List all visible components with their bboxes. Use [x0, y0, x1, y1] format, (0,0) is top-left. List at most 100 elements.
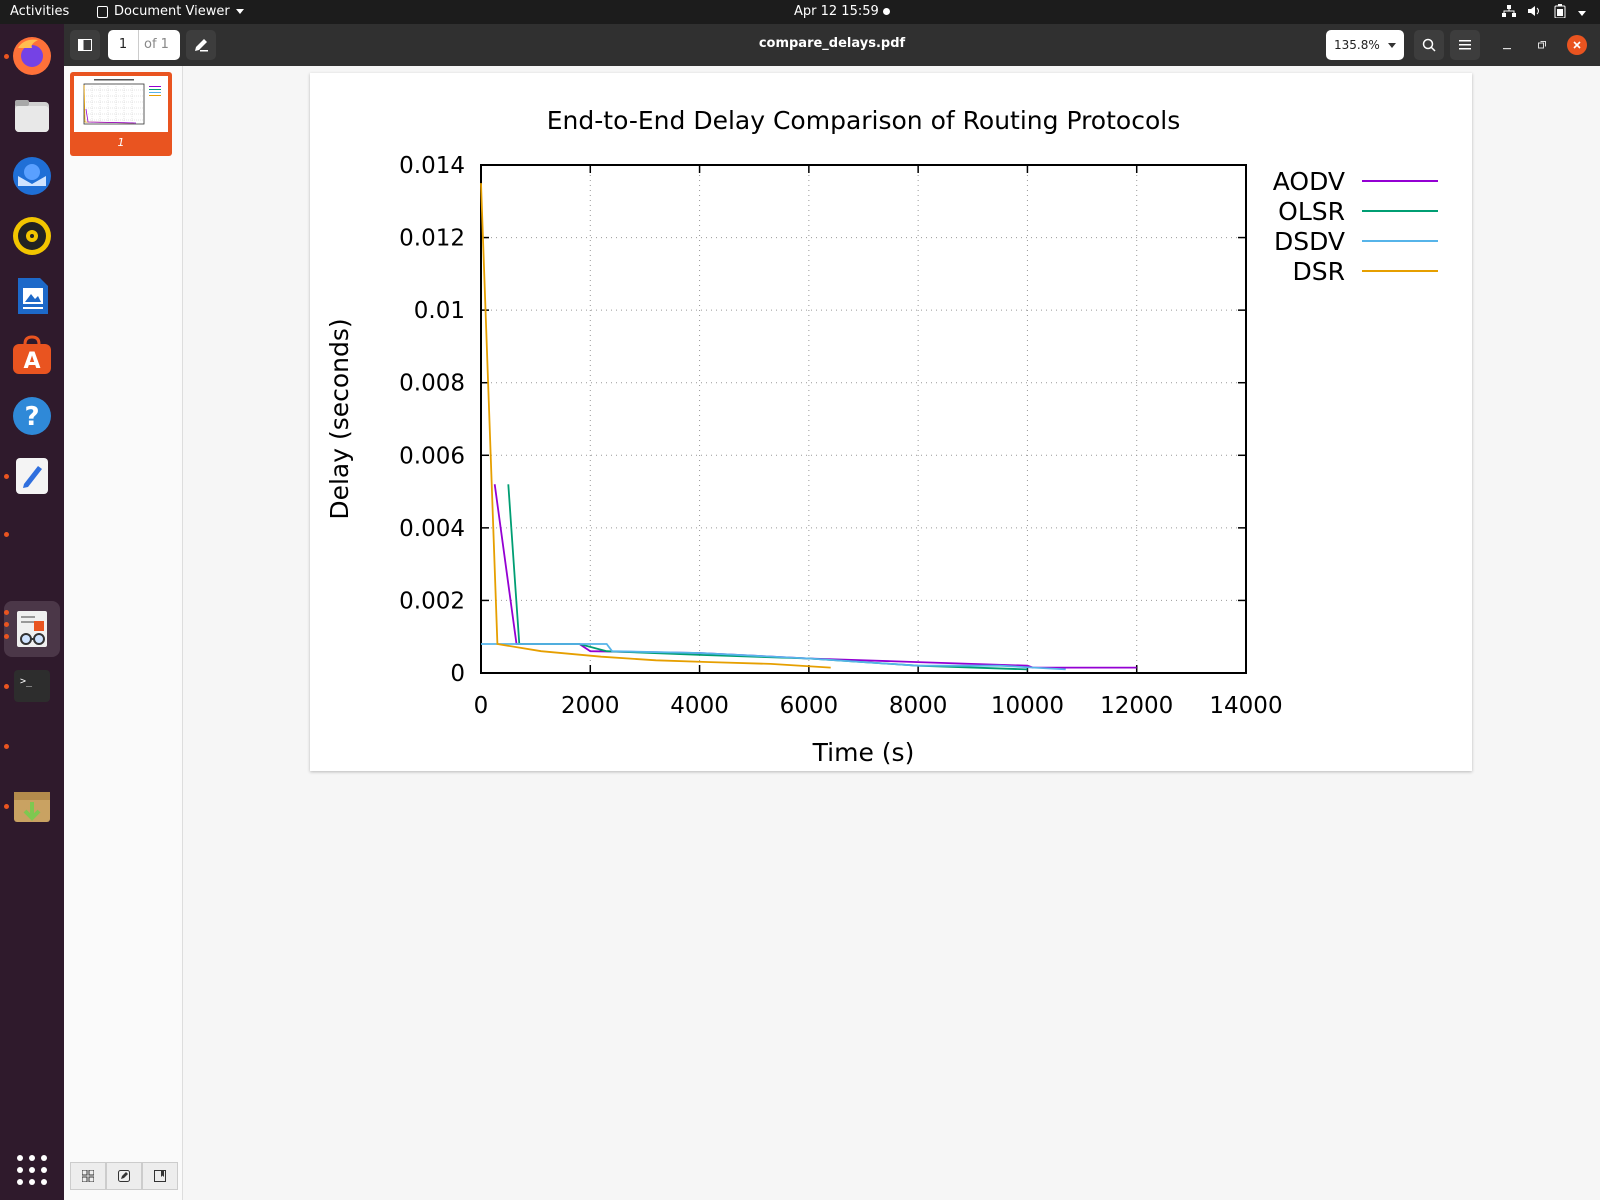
volume-icon: [1528, 5, 1542, 21]
page-number-input[interactable]: 1: [108, 30, 139, 60]
firefox-icon[interactable]: [10, 34, 54, 78]
header-bar: 1 of 1 compare_delays.pdf 135.8%: [64, 24, 1600, 66]
legend-label-dsr: DSR: [1293, 257, 1346, 286]
running-indicator: [4, 622, 9, 627]
running-indicator: [4, 610, 9, 615]
series-line-dsdv: [481, 643, 1066, 671]
zoom-level: 135.8%: [1334, 38, 1380, 52]
activities-button[interactable]: Activities: [10, 4, 70, 19]
app-menu-label: Document Viewer: [114, 4, 230, 19]
running-indicator: [4, 532, 9, 537]
x-axis-label: Time (s): [812, 738, 915, 767]
thunderbird-icon[interactable]: [10, 154, 54, 198]
close-button[interactable]: [1567, 35, 1587, 55]
pencil-icon: [195, 39, 208, 52]
annotation-icon: [118, 1170, 130, 1182]
text-editor-icon[interactable]: [10, 454, 54, 498]
delay-chart: End-to-End Delay Comparison of Routing P…: [325, 106, 1438, 767]
x-tick-label: 14000: [1209, 693, 1282, 719]
dock: A ? >_: [0, 24, 64, 1200]
document-viewer-icon[interactable]: [10, 607, 54, 651]
x-tick-label: 4000: [670, 693, 729, 719]
y-tick-label: 0: [450, 661, 465, 687]
y-axis-label: Delay (seconds): [325, 318, 354, 519]
y-tick-label: 0.012: [399, 226, 465, 252]
x-tick-label: 12000: [1100, 693, 1173, 719]
sidebar-view-switcher: [70, 1162, 178, 1190]
chevron-down-icon: [1388, 43, 1396, 48]
minimize-icon: [1503, 48, 1511, 50]
search-button[interactable]: [1414, 30, 1444, 60]
legend-label-olsr: OLSR: [1278, 197, 1345, 226]
writer-icon[interactable]: [10, 274, 54, 318]
thumbnails-view-button[interactable]: [70, 1162, 106, 1190]
sidebar-icon: [78, 39, 92, 51]
y-tick-label: 0.006: [399, 443, 465, 469]
terminal-icon[interactable]: >_: [10, 664, 54, 708]
hamburger-icon: [1459, 40, 1471, 50]
main-menu-button[interactable]: [1450, 30, 1480, 60]
y-tick-label: 0.008: [399, 371, 465, 397]
x-tick-label: 2000: [561, 693, 620, 719]
thumbnail-preview: [74, 76, 168, 132]
chevron-down-icon: [235, 9, 244, 14]
running-indicator: [4, 474, 9, 479]
annotate-button[interactable]: [186, 30, 216, 60]
notification-dot-icon: [883, 8, 890, 15]
software-icon[interactable]: A: [10, 334, 54, 378]
chevron-down-icon: [1578, 10, 1586, 16]
search-icon: [1422, 38, 1436, 52]
x-tick-label: 10000: [991, 693, 1064, 719]
document-viewer-app-icon: [97, 5, 108, 18]
running-indicator: [4, 634, 9, 639]
series-line-dsr: [480, 183, 831, 669]
archive-icon[interactable]: [10, 784, 54, 828]
app-menu[interactable]: Document Viewer: [97, 4, 244, 19]
y-tick-label: 0.01: [414, 298, 465, 324]
system-menu[interactable]: [1502, 4, 1586, 22]
show-applications-icon[interactable]: [10, 1148, 54, 1192]
page-selector[interactable]: 1 of 1: [108, 30, 180, 60]
plot-frame: [480, 164, 1247, 674]
x-tick-label: 6000: [780, 693, 839, 719]
zoom-selector[interactable]: 135.8%: [1326, 30, 1404, 60]
network-icon: [1502, 5, 1516, 21]
restore-icon: [1538, 41, 1546, 49]
svg-text:?: ?: [24, 402, 39, 432]
clock[interactable]: Apr 12 15:59: [794, 4, 879, 19]
legend-label-dsdv: DSDV: [1274, 227, 1345, 256]
y-tick-label: 0.002: [399, 588, 465, 614]
minimize-button[interactable]: [1497, 35, 1517, 55]
svg-text:A: A: [23, 349, 40, 374]
bookmarks-view-button[interactable]: [142, 1162, 178, 1190]
y-tick-label: 0.004: [399, 516, 465, 542]
close-icon: [1573, 41, 1581, 49]
thumbnail-page-label: 1: [117, 136, 125, 149]
battery-icon: [1554, 4, 1566, 22]
running-indicator: [4, 744, 9, 749]
svg-text:>_: >_: [20, 676, 33, 687]
x-tick-label: 0: [474, 693, 489, 719]
maximize-button[interactable]: [1532, 35, 1552, 55]
document-title: compare_delays.pdf: [758, 36, 906, 51]
running-indicator: [4, 54, 9, 59]
chart-title: End-to-End Delay Comparison of Routing P…: [547, 106, 1180, 135]
page-thumbnail[interactable]: 1: [70, 72, 172, 156]
running-indicator: [4, 804, 9, 809]
annotations-view-button[interactable]: [106, 1162, 142, 1190]
series-line-olsr: [507, 484, 1028, 671]
rhythmbox-icon[interactable]: [10, 214, 54, 258]
sidebar-toggle-button[interactable]: [70, 30, 100, 60]
help-icon[interactable]: ?: [10, 394, 54, 438]
x-tick-label: 8000: [889, 693, 948, 719]
page-count: of 1: [144, 37, 169, 52]
series-line-aodv: [493, 484, 1137, 669]
files-icon[interactable]: [10, 94, 54, 138]
document-page: End-to-End Delay Comparison of Routing P…: [310, 73, 1472, 771]
y-tick-label: 0.014: [399, 153, 465, 179]
top-bar: Activities Document Viewer Apr 12 15:59: [0, 0, 1600, 24]
grid-icon: [81, 1169, 95, 1183]
legend-label-aodv: AODV: [1273, 167, 1345, 196]
thumbnail-sidebar: 1: [64, 66, 183, 1200]
bookmark-icon: [154, 1170, 166, 1182]
